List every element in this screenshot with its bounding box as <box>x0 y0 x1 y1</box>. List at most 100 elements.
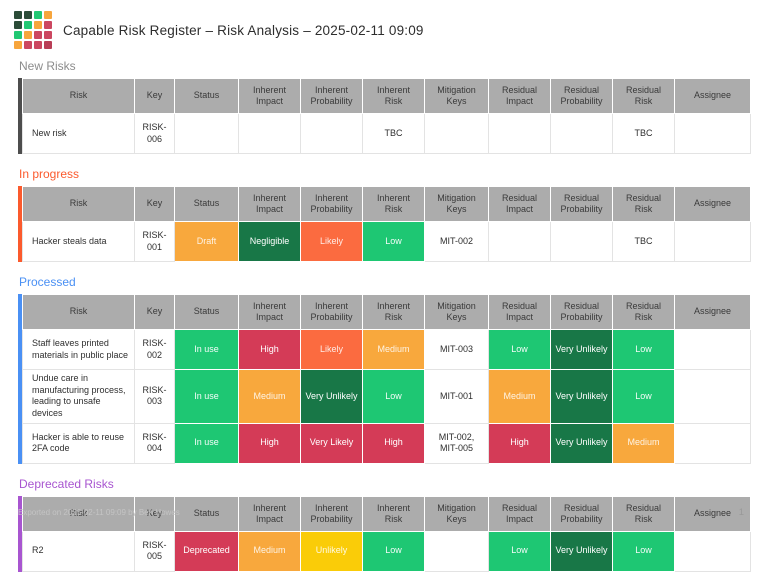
page-number: 1 <box>738 507 744 518</box>
section-title-deprecated-risks: Deprecated Risks <box>19 476 114 491</box>
cell-key: RISK-006 <box>134 113 175 154</box>
table-row: Staff leaves printed materials in public… <box>22 329 751 370</box>
section-title-new-risks: New Risks <box>19 59 76 73</box>
cell-mitigation-keys <box>424 530 489 572</box>
column-header-assignee: Assignee <box>674 186 751 222</box>
logo-square <box>44 21 52 29</box>
column-header-inherent-impact: Inherent Impact <box>238 294 301 330</box>
table-header-row: Risk Key Status Inherent Impact Inherent Pro… <box>22 495 751 532</box>
column-header-inherent-probability: Inherent Probability <box>300 495 363 532</box>
cell-residual-impact: Low <box>488 329 551 370</box>
cell-inherent-risk: TBC <box>362 113 425 154</box>
cell-mitigation-keys <box>424 113 489 154</box>
cell-risk: Undue care in manufacturing process, lea… <box>22 369 135 424</box>
column-header-residual-risk: Residual Risk <box>612 78 675 114</box>
table-row: New risk RISK-006 TBC TBC <box>22 113 751 154</box>
column-header-inherent-probability: Inherent Probability <box>300 78 363 114</box>
column-header-key: Key <box>134 294 175 330</box>
cell-inherent-impact: High <box>238 422 301 464</box>
cell-status <box>174 113 239 154</box>
cell-residual-impact: High <box>488 422 551 464</box>
column-header-residual-impact: Residual Impact <box>488 495 551 532</box>
column-header-status: Status <box>174 495 239 532</box>
logo-square <box>24 31 32 39</box>
logo-square <box>34 41 42 49</box>
cell-assignee <box>674 530 751 572</box>
risk-table: Risk Key Status Inherent Impact Inherent Pro… <box>22 294 751 464</box>
risk-section-deprecated-risks: Deprecated Risks Risk Key Status Inherent I… <box>18 476 751 572</box>
export-info: Exported on 2025-02-11 09:09 by Ben Howe… <box>18 508 180 517</box>
cell-residual-risk: Low <box>612 530 675 572</box>
cell-residual-risk: Low <box>612 369 675 424</box>
cell-residual-probability: Very Unlikely <box>550 369 613 424</box>
logo-square <box>14 41 22 49</box>
logo-square <box>34 11 42 19</box>
column-header-key: Key <box>134 186 175 222</box>
cell-inherent-probability: Unlikely <box>300 530 363 572</box>
cell-assignee <box>674 221 751 262</box>
risk-table: Risk Key Status Inherent Impact Inherent Pro… <box>22 78 751 154</box>
cell-inherent-impact: High <box>238 329 301 370</box>
table-row: R2 RISK-005 Deprecated Medium Unlikely Low Low… <box>22 530 751 572</box>
table-header-row: Risk Key Status Inherent Impact Inherent Pro… <box>22 186 751 222</box>
column-header-risk: Risk <box>22 186 135 222</box>
cell-status: In use <box>174 329 239 370</box>
cell-assignee <box>674 329 751 370</box>
column-header-inherent-risk: Inherent Risk <box>362 495 425 532</box>
column-header-residual-risk: Residual Risk <box>612 495 675 532</box>
cell-key: RISK-003 <box>134 369 175 424</box>
column-header-residual-probability: Residual Probability <box>550 495 613 532</box>
cell-residual-probability <box>550 221 613 262</box>
cell-key: RISK-004 <box>134 422 175 464</box>
cell-inherent-risk: Medium <box>362 329 425 370</box>
logo-square <box>44 31 52 39</box>
app-logo-icon <box>14 11 52 49</box>
cell-risk: Hacker steals data <box>22 221 135 262</box>
cell-mitigation-keys: MIT-003 <box>424 329 489 370</box>
column-header-mitigation-keys: Mitigation Keys <box>424 78 489 114</box>
column-header-inherent-risk: Inherent Risk <box>362 78 425 114</box>
cell-assignee <box>674 369 751 424</box>
column-header-risk: Risk <box>22 78 135 114</box>
cell-mitigation-keys: MIT-002 <box>424 221 489 262</box>
column-header-key: Key <box>134 78 175 114</box>
cell-inherent-probability: Likely <box>300 329 363 370</box>
column-header-residual-impact: Residual Impact <box>488 294 551 330</box>
column-header-residual-probability: Residual Probability <box>550 186 613 222</box>
table-row: Hacker is able to reuse 2FA code RISK-004… <box>22 422 751 464</box>
sections-container: New Risks Risk Key Status Inherent Impact In… <box>18 59 751 572</box>
logo-square <box>24 11 32 19</box>
cell-status: Draft <box>174 221 239 262</box>
column-header-inherent-probability: Inherent Probability <box>300 186 363 222</box>
cell-residual-probability: Very Unlikely <box>550 329 613 370</box>
logo-square <box>34 31 42 39</box>
column-header-residual-probability: Residual Probability <box>550 78 613 114</box>
cell-mitigation-keys: MIT-002, MIT-005 <box>424 422 489 464</box>
column-header-residual-probability: Residual Probability <box>550 294 613 330</box>
cell-residual-risk: Medium <box>612 422 675 464</box>
column-header-inherent-probability: Inherent Probability <box>300 294 363 330</box>
report-page: Capable Risk Register – Risk Analysis – … <box>14 11 751 572</box>
column-header-risk: Risk <box>22 495 135 532</box>
cell-inherent-risk: Low <box>362 369 425 424</box>
cell-inherent-risk: High <box>362 422 425 464</box>
column-header-inherent-impact: Inherent Impact <box>238 78 301 114</box>
cell-residual-risk: TBC <box>612 113 675 154</box>
cell-residual-impact <box>488 221 551 262</box>
logo-square <box>14 31 22 39</box>
column-header-residual-risk: Residual Risk <box>612 186 675 222</box>
cell-inherent-impact: Negligible <box>238 221 301 262</box>
cell-key: RISK-002 <box>134 329 175 370</box>
table-row: Undue care in manufacturing process, lea… <box>22 369 751 424</box>
column-header-risk: Risk <box>22 294 135 330</box>
cell-inherent-probability: Very Unlikely <box>300 369 363 424</box>
column-header-key: Key <box>134 495 175 532</box>
cell-inherent-probability <box>300 113 363 154</box>
section-title-in-progress: In progress <box>19 167 80 181</box>
cell-inherent-risk: Low <box>362 530 425 572</box>
logo-square <box>24 21 32 29</box>
risk-table-accent-wrap: Risk Key Status Inherent Impact Inherent Pro… <box>18 186 751 262</box>
table-header-row: Risk Key Status Inherent Impact Inherent Pro… <box>22 78 751 114</box>
cell-risk: Hacker is able to reuse 2FA code <box>22 422 135 464</box>
column-header-status: Status <box>174 294 239 330</box>
